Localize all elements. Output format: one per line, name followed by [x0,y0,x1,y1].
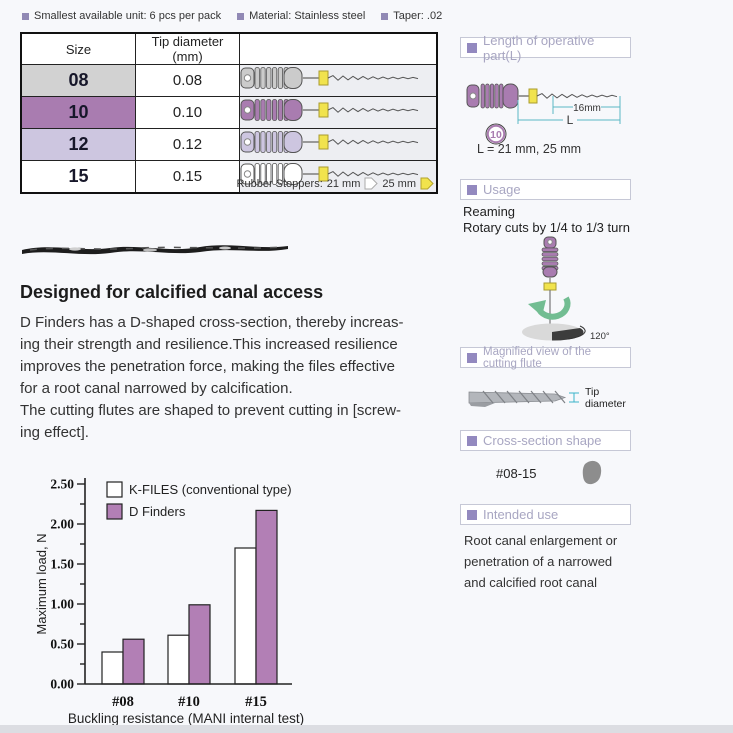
section-title-flute: Magnified view of the cutting flute [483,345,592,370]
bar-dfinders-#10 [188,604,211,685]
file-illustration-cell [239,160,438,194]
spec-item-0: Smallest available unit: 6 pcs per pack [22,10,221,22]
svg-text:Buckling resistance (MANI inte: Buckling resistance (MANI internal test) [68,711,304,726]
col-header-tip-diameter: Tip diameter (mm) [135,32,240,65]
section-bullet-icon [467,509,477,520]
section-title-length: Length of operative part(L) [483,32,595,63]
spec-item-1: Material: Stainless steel [237,10,365,22]
section-header-usage: Usage [460,179,631,200]
file-illustration-cell [239,128,438,161]
svg-text:K-FILES (conventional type): K-FILES (conventional type) [129,482,292,497]
rubber-stoppers-note: Rubber Stoppers: 21 mm 25 mm [20,177,434,190]
section-bullet-icon [467,435,477,446]
svg-text:#15: #15 [245,694,267,710]
svg-text:#10: #10 [178,694,200,710]
section-bullet-icon [467,184,477,195]
svg-text:D Finders: D Finders [129,504,186,519]
svg-text:0.50: 0.50 [50,637,74,652]
file-closeup-photo [22,245,288,255]
svg-text:1.00: 1.00 [50,597,74,612]
rubber-stopper-size-25: 25 mm [382,177,416,190]
section-title-intended-use: Intended use [483,507,559,522]
buckling-chart: 0.00 0.50 1.00 1.50 2.00 2.50 #08 #10 #15 K-FILES… [18,460,348,733]
square-bullet-icon [22,12,29,20]
bar-kfiles-#15 [234,547,257,685]
table-row: 08 0.08 [20,64,438,97]
file-illustration [240,163,419,185]
cross-section-row: #08-15 [496,460,603,486]
section-header-cross-section: Cross-section shape [460,430,631,451]
svg-text:2.50: 2.50 [50,477,74,492]
svg-text:10: 10 [490,129,502,141]
rubber-stopper-size-21: 21 mm [326,177,361,190]
usage-text: Reaming Rotary cuts by 1/4 to 1/3 turn [463,204,630,236]
svg-text:16mm: 16mm [573,103,601,114]
section-header-flute: Magnified view of the cutting flute [460,345,631,370]
rubber-stoppers-label: Rubber Stoppers: [236,177,323,190]
page-title: Designed for calcified canal access [20,282,324,302]
flute-diagram: Tip diameter [468,386,626,410]
file-illustration [240,99,419,121]
svg-text:Tip: Tip [585,386,599,398]
spec-label: Material: Stainless steel [249,10,366,22]
square-bullet-icon [381,12,389,20]
svg-text:diameter: diameter [585,398,626,410]
intended-use-text: Root canal enlargement or penetration of… [464,533,618,590]
section-header-intended-use: Intended use [460,504,631,525]
section-bullet-icon [467,352,477,363]
file-illustration-cell [239,64,438,97]
svg-text:1.50: 1.50 [50,557,74,572]
size-value: 08 [20,64,136,97]
size-value: 10 [20,96,136,129]
svg-text:#08: #08 [112,694,134,710]
bar-kfiles-#08 [101,651,124,685]
tip-diameter-value: 0.15 [135,160,240,194]
file-illustration [240,67,419,89]
table-row: 15 0.15 [20,160,438,194]
spec-label: Smallest available unit: 6 pcs per pack [34,10,222,22]
svg-text:Maximum load, N: Maximum load, N [34,533,49,634]
square-bullet-icon [237,12,245,20]
size-table: Size Tip diameter (mm) 08 0.08 10 0.10 [20,32,438,194]
table-row: 10 0.10 [20,96,438,129]
description-text: D Finders has a D-shaped cross-section, … [20,314,404,441]
svg-text:0.00: 0.00 [50,677,74,692]
spec-label: Taper: .02 [393,10,443,22]
section-title-usage: Usage [483,182,521,197]
svg-text:120°: 120° [590,331,610,342]
spec-bar: Smallest available unit: 6 pcs per pack … [22,10,442,22]
bar-dfinders-#15 [255,509,278,685]
tip-diameter-value: 0.12 [135,128,240,161]
tip-diameter-value: 0.08 [135,64,240,97]
footer-strip [0,725,733,733]
col-header-size: Size [20,32,136,65]
d-cross-section-icon [583,460,602,485]
bar-dfinders-#08 [122,638,145,685]
usage-line-reaming: Reaming [463,204,516,219]
size-value: 12 [20,128,136,161]
svg-text:L: L [567,113,574,127]
spec-item-2: Taper: .02 [381,10,442,22]
stopper-arrow-yellow-icon [420,177,434,190]
col-header-illustration [239,32,438,65]
usage-line-rotary: Rotary cuts by 1/4 to 1/3 turn [463,220,630,235]
file-illustration [240,131,419,153]
table-row: 12 0.12 [20,128,438,161]
section-title-cross-section: Cross-section shape [483,433,602,448]
length-note: L = 21 mm, 25 mm [477,142,582,156]
file-illustration-cell [239,96,438,129]
bar-kfiles-#10 [167,634,190,685]
svg-text:2.00: 2.00 [50,517,74,532]
usage-diagram: 120° [522,236,610,342]
section-header-length: Length of operative part(L) [460,33,631,63]
section-bullet-icon [467,42,477,53]
tip-diameter-value: 0.10 [135,96,240,129]
cross-section-range-label: #08-15 [496,465,537,481]
table-header-row: Size Tip diameter (mm) [20,32,438,65]
stopper-arrow-white-icon [364,177,379,190]
length-diagram: 16mm L 10 [466,83,621,145]
